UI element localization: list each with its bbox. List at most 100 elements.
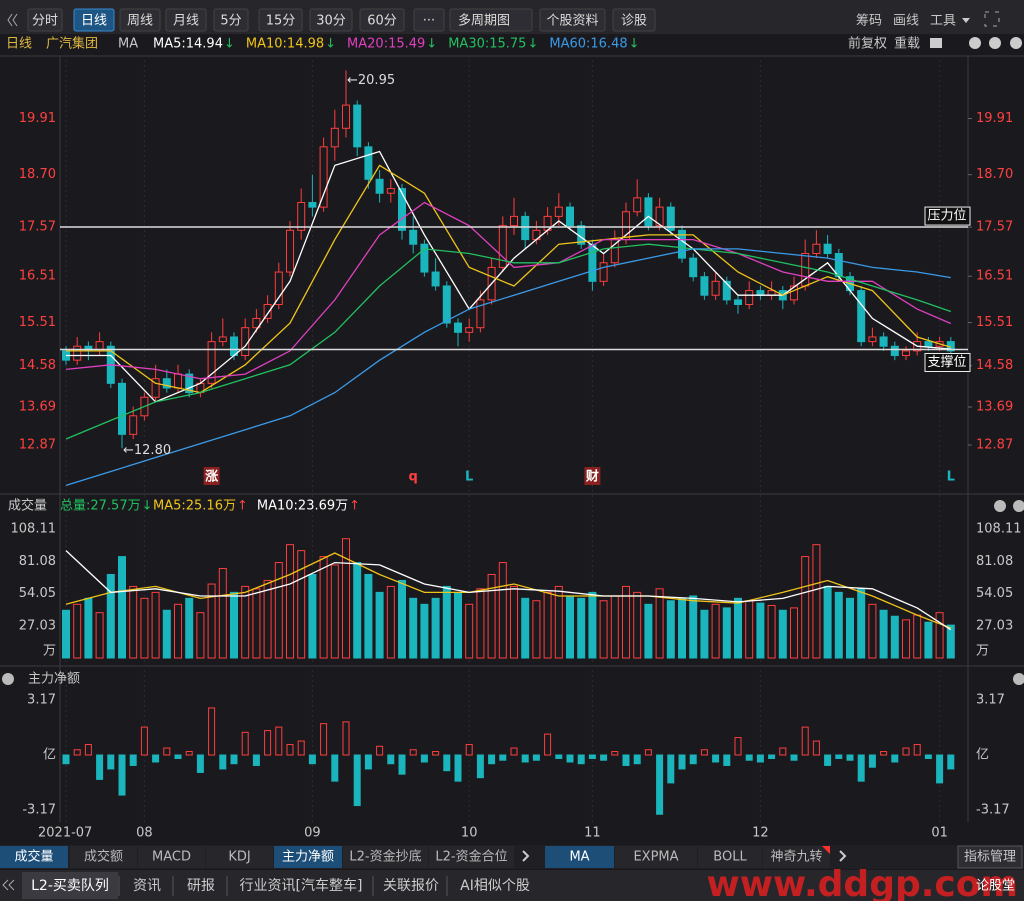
more-icon[interactable] [1010, 37, 1022, 49]
toolbar-label[interactable]: ··· [423, 14, 435, 29]
toolbar-button[interactable] [73, 8, 115, 32]
overlay-tab-label[interactable]: EXPMA [633, 850, 678, 865]
zoom-in-icon[interactable] [969, 37, 981, 49]
volume-bar [73, 603, 82, 659]
overlay-tab-label[interactable]: 神奇九转 [770, 849, 822, 865]
toolbar-label[interactable]: 多周期图 [458, 13, 510, 29]
header-button[interactable]: 前复权 [848, 36, 887, 52]
toolbar-label[interactable]: 诊股 [621, 14, 647, 29]
x-tick-label: 2021-07 [38, 826, 92, 841]
toolbar-label[interactable]: 分时 [32, 14, 58, 29]
toolbar-label[interactable]: 日线 [81, 14, 107, 29]
close-icon[interactable] [1013, 500, 1024, 512]
toolbar-button[interactable] [119, 8, 161, 32]
volume-bar [913, 614, 922, 659]
bottom-tab-label[interactable]: 资讯 [133, 878, 161, 894]
indicator-tab[interactable] [0, 846, 68, 868]
legend-label: MA10:14.98 [246, 37, 324, 52]
toolbar-label[interactable]: 个股资料 [546, 14, 598, 29]
overlay-tab-label[interactable]: MA [569, 850, 589, 865]
toolbar-right-label[interactable]: 画线 [893, 14, 919, 29]
net-bar [622, 754, 630, 766]
indicator-tab[interactable] [429, 846, 514, 868]
y-tick-label: 18.70 [19, 167, 56, 182]
indicator-tab[interactable] [138, 846, 205, 868]
event-label[interactable]: L [947, 470, 955, 485]
dropdown-icon[interactable] [962, 18, 970, 23]
volume-bar [330, 564, 339, 659]
collapse-icon[interactable] [2, 673, 14, 685]
toolbar-label[interactable]: 15分 [266, 14, 296, 29]
indicator-tab-label[interactable]: MACD [152, 850, 191, 865]
volume-bar [521, 597, 530, 659]
next-icon[interactable] [522, 850, 847, 862]
bottom-tab-label[interactable]: AI相似个股 [460, 878, 530, 894]
indicator-tab[interactable] [274, 846, 342, 868]
toolbar-button[interactable] [258, 8, 303, 32]
bottom-tab-label[interactable]: 关联报价 [383, 878, 439, 894]
volume-bar [935, 612, 944, 659]
candle-body [857, 290, 866, 343]
indicator-tab-label[interactable]: L2-资金抄底 [349, 849, 421, 865]
toolbar-button[interactable] [165, 8, 207, 32]
fullscreen-icon[interactable] [984, 11, 1000, 27]
net-bar [196, 754, 204, 773]
toolbar-button[interactable] [309, 8, 353, 32]
indicator-tab[interactable] [70, 846, 137, 868]
lock-icon[interactable] [930, 38, 942, 48]
indicator-tab-label[interactable]: 成交额 [84, 849, 123, 865]
indicator-tab-label[interactable]: KDJ [228, 850, 250, 865]
net-bar [846, 754, 854, 761]
overlay-tab[interactable] [545, 846, 614, 868]
toolbar-button[interactable] [27, 8, 63, 32]
indicator-tab-label[interactable]: 成交量 [14, 849, 53, 865]
zoom-out-icon[interactable] [989, 37, 1001, 49]
manage-label[interactable]: 指标管理 [964, 850, 1016, 865]
volume-bar [252, 588, 261, 659]
volume-bar [767, 605, 776, 659]
indicator-tab-label[interactable]: 主力净额 [282, 850, 334, 865]
y2-tick-label: 3.17 [976, 692, 1005, 707]
header-button[interactable]: 重载 [894, 36, 920, 52]
indicator-tab[interactable] [343, 846, 428, 868]
toolbar-button[interactable] [213, 8, 249, 32]
volume-bar [263, 579, 272, 659]
bottom-tab-label[interactable]: 行业资讯[汽车整车] [240, 877, 363, 894]
toolbar-button[interactable] [612, 8, 656, 32]
toolbar-label[interactable]: 周线 [127, 14, 153, 29]
manage-button[interactable] [957, 845, 1023, 869]
toolbar-right-label[interactable]: 工具 [930, 14, 956, 29]
collapse-icon[interactable] [7, 13, 18, 27]
overlay-tab[interactable] [763, 846, 830, 868]
volume-bar [364, 573, 373, 659]
toolbar-label[interactable]: 5分 [220, 14, 241, 29]
candle-body [162, 378, 171, 389]
y-tick-label: 14.58 [19, 358, 56, 373]
net-bar [174, 754, 182, 759]
overlay-tab[interactable] [698, 846, 762, 868]
close-icon[interactable] [1013, 673, 1024, 685]
toolbar-label[interactable]: 30分 [316, 14, 346, 29]
toolbar-button[interactable] [449, 8, 533, 32]
forum-link[interactable]: 论股堂 [976, 879, 1015, 894]
toolbar-right-label[interactable]: 筹码 [856, 13, 882, 29]
indicator-tab[interactable] [206, 846, 273, 868]
event-label[interactable]: 涨 [204, 470, 218, 485]
toolbar-button[interactable] [359, 8, 405, 32]
toolbar-button[interactable] [413, 8, 445, 32]
event-label[interactable]: q [409, 470, 418, 485]
toolbar-button[interactable] [539, 8, 606, 32]
volume-bar [476, 588, 485, 659]
event-label[interactable]: 财 [586, 469, 599, 485]
close-icon[interactable] [994, 500, 1006, 512]
bottom-tab-label[interactable]: L2-买卖队列 [31, 878, 109, 894]
event-label[interactable]: L [465, 470, 473, 485]
toolbar-label[interactable]: 月线 [173, 14, 199, 29]
collapse-icon[interactable] [2, 879, 15, 891]
overlay-tab-label[interactable]: BOLL [713, 850, 747, 865]
bottom-tab-label[interactable]: 研报 [187, 878, 215, 894]
overlay-tab[interactable] [615, 846, 697, 868]
indicator-tab-label[interactable]: L2-资金合位 [435, 849, 507, 865]
net-bar [521, 754, 529, 763]
toolbar-label[interactable]: 60分 [367, 14, 397, 29]
